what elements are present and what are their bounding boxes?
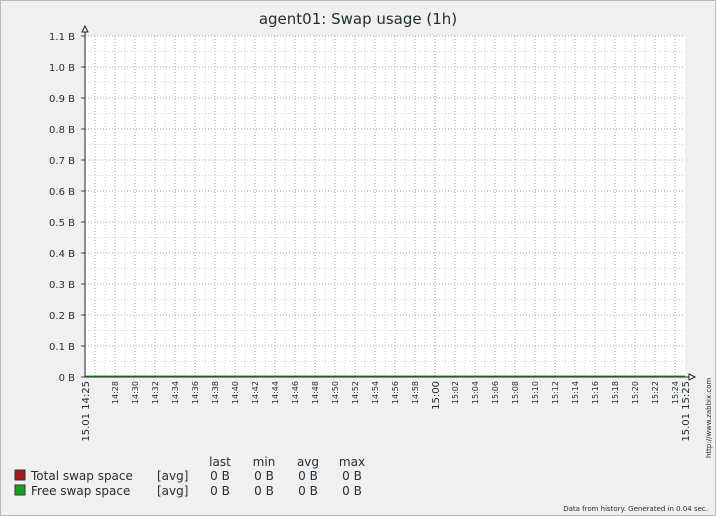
legend-value: 0 B <box>342 469 362 483</box>
legend-value: 0 B <box>210 469 230 483</box>
legend-value: 0 B <box>254 484 274 498</box>
x-tick-label: 15:10 <box>531 381 540 404</box>
y-tick-label: 1.1 B <box>49 32 75 43</box>
x-tick-label: 15:22 <box>651 381 660 404</box>
x-tick-label: 14:48 <box>311 381 320 404</box>
legend-header: min <box>253 455 276 469</box>
x-tick-label: 14:58 <box>411 381 420 404</box>
x-tick-label: 15:20 <box>631 381 640 404</box>
y-tick-label: 0.6 B <box>49 187 75 198</box>
legend-swatch <box>14 484 26 496</box>
x-tick-label: 14:36 <box>191 381 200 404</box>
x-tick-label: 14:40 <box>231 381 240 404</box>
legend-item-name: Free swap space <box>31 484 130 498</box>
legend-item-func: [avg] <box>157 484 188 498</box>
x-tick-label: 15:02 <box>451 381 460 404</box>
y-tick-label: 0.2 B <box>49 311 75 322</box>
x-tick-label: 14:32 <box>151 381 160 404</box>
x-tick-label: 14:50 <box>331 381 340 404</box>
legend-value: 0 B <box>254 469 274 483</box>
x-end-label: 15.01 15:25 <box>681 381 692 442</box>
x-tick-label: 15:00 <box>431 381 442 410</box>
y-tick-label: 0.8 B <box>49 125 75 136</box>
x-axis-arrow <box>688 373 697 381</box>
y-tick-label: 0.1 B <box>49 342 75 353</box>
y-tick-label: 0.9 B <box>49 94 75 105</box>
y-tick-label: 0.5 B <box>49 218 75 229</box>
x-tick-label: 15:12 <box>551 381 560 404</box>
y-tick-label: 1.0 B <box>49 63 75 74</box>
legend-value: 0 B <box>298 469 318 483</box>
legend-item-name: Total swap space <box>30 469 133 483</box>
x-tick-label: 14:46 <box>291 381 300 404</box>
legend-swatch <box>14 469 26 481</box>
zabbix-watermark: http://www.zabbix.com <box>705 378 713 458</box>
x-tick-label: 15:14 <box>571 381 580 404</box>
graph-footer: Data from history. Generated in 0.04 sec… <box>563 505 708 513</box>
legend-value: 0 B <box>298 484 318 498</box>
x-tick-label: 14:42 <box>251 381 260 404</box>
legend-item-func: [avg] <box>157 469 188 483</box>
x-tick-label: 14:30 <box>131 381 140 404</box>
y-tick-label: 0 B <box>59 373 76 384</box>
x-tick-label: 14:38 <box>211 381 220 404</box>
x-tick-label: 15:04 <box>471 381 480 404</box>
x-tick-label: 14:34 <box>171 381 180 404</box>
chart-title: agent01: Swap usage (1h) <box>259 10 457 28</box>
x-tick-label: 15:18 <box>611 381 620 404</box>
x-tick-label: 14:54 <box>371 381 380 404</box>
x-tick-label: 14:44 <box>271 381 280 404</box>
y-tick-label: 0.3 B <box>49 280 75 291</box>
legend-header: max <box>339 455 365 469</box>
y-axis-arrow <box>81 24 89 33</box>
legend-header: avg <box>297 455 319 469</box>
x-start-label: 15.01 14:25 <box>81 381 92 442</box>
y-tick-label: 0.7 B <box>49 156 75 167</box>
x-tick-label: 14:56 <box>391 381 400 404</box>
x-tick-label: 14:28 <box>111 381 120 404</box>
x-tick-label: 15:06 <box>491 381 500 404</box>
x-tick-label: 15:16 <box>591 381 600 404</box>
y-tick-label: 0.4 B <box>49 249 75 260</box>
legend-value: 0 B <box>210 484 230 498</box>
legend-header: last <box>209 455 231 469</box>
legend-value: 0 B <box>342 484 362 498</box>
x-tick-label: 14:52 <box>351 381 360 404</box>
x-tick-label: 15:24 <box>671 381 680 404</box>
x-tick-label: 15:08 <box>511 381 520 404</box>
